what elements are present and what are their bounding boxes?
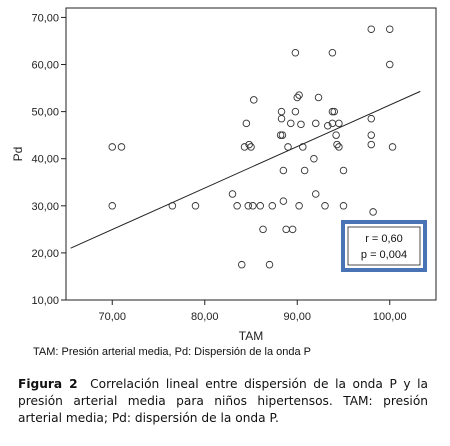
data-point: [321, 202, 329, 210]
stats-box: [341, 220, 427, 272]
y-axis-label: Pd: [11, 147, 25, 162]
data-point: [367, 114, 376, 123]
data-point: [295, 202, 303, 210]
data-point: [328, 107, 337, 116]
data-point: [268, 202, 277, 210]
data-point: [335, 119, 343, 128]
x-tick-label: 90,00: [283, 311, 311, 323]
stats-box-inner: [347, 226, 421, 266]
data-point: [295, 91, 303, 99]
data-point: [287, 119, 295, 128]
stats-r: r = 0,60: [365, 233, 403, 245]
data-point: [332, 131, 340, 139]
data-point: [367, 131, 376, 139]
y-tick-label: 60,00: [31, 60, 59, 72]
data-point: [277, 107, 286, 116]
data-point: [314, 93, 323, 102]
y-tick-label: 10,00: [31, 295, 59, 307]
data-point: [324, 121, 332, 130]
data-point: [247, 143, 255, 151]
data-point: [279, 166, 288, 175]
data-point: [388, 143, 397, 151]
data-point: [291, 48, 300, 57]
x-axis-label: TAM: [239, 329, 263, 343]
y-tick-label: 30,00: [31, 201, 59, 213]
data-point: [284, 143, 292, 151]
data-point: [328, 48, 337, 57]
data-point: [339, 202, 348, 210]
data-point: [367, 140, 376, 149]
data-point: [279, 197, 288, 205]
data-point: [278, 131, 287, 139]
data-point: [367, 25, 376, 33]
x-tick-label: 100,00: [373, 311, 407, 323]
data-point: [339, 166, 348, 175]
abbreviation-note: TAM: Presión arterial media, Pd: Dispers…: [33, 346, 311, 358]
data-point: [256, 202, 265, 210]
data-point: [277, 114, 286, 123]
data-point: [108, 202, 116, 210]
data-point: [242, 119, 251, 128]
figure-label: Figura 2: [18, 377, 78, 391]
data-point: [291, 107, 300, 116]
scatter-chart: 10,00 20,00 30,00 40,00 50,00 60,00 70,00 70,00…: [11, 7, 437, 343]
x-tick-label: 80,00: [191, 311, 219, 323]
y-tick-label: 20,00: [31, 248, 59, 260]
data-point: [117, 143, 126, 151]
y-tick-label: 40,00: [31, 154, 59, 166]
figure-caption-text: Correlación lineal entre dispersión de l…: [18, 377, 428, 425]
data-point: [245, 140, 253, 149]
x-tick-label: 70,00: [98, 311, 126, 323]
data-point: [386, 25, 394, 33]
data-point: [312, 119, 320, 128]
data-point: [191, 202, 200, 210]
data-point: [228, 190, 237, 198]
data-point: [299, 143, 307, 151]
data-point: [297, 120, 305, 129]
data-point: [265, 260, 274, 269]
data-point: [250, 96, 258, 104]
data-point: [293, 93, 302, 102]
data-point: [276, 131, 285, 139]
data-point: [244, 202, 252, 210]
data-point: [330, 107, 339, 116]
figure-caption: Figura 2 Correlación lineal entre disper…: [18, 376, 428, 427]
data-point: [237, 260, 246, 269]
data-point: [288, 225, 297, 234]
stats-p: p = 0,004: [361, 249, 407, 261]
y-tick-label: 70,00: [31, 12, 59, 24]
data-point: [312, 190, 320, 198]
data-point: [369, 208, 377, 216]
data-point: [310, 154, 318, 163]
data-point: [168, 202, 177, 210]
data-point: [249, 202, 257, 210]
data-point: [108, 143, 116, 151]
data-point: [233, 202, 241, 210]
y-tick-label: 50,00: [31, 107, 59, 119]
data-point: [300, 166, 309, 175]
regression-line: [70, 90, 421, 249]
data-point: [386, 60, 394, 69]
data-point: [335, 143, 343, 151]
data-point: [259, 225, 267, 234]
data-point: [333, 140, 341, 149]
